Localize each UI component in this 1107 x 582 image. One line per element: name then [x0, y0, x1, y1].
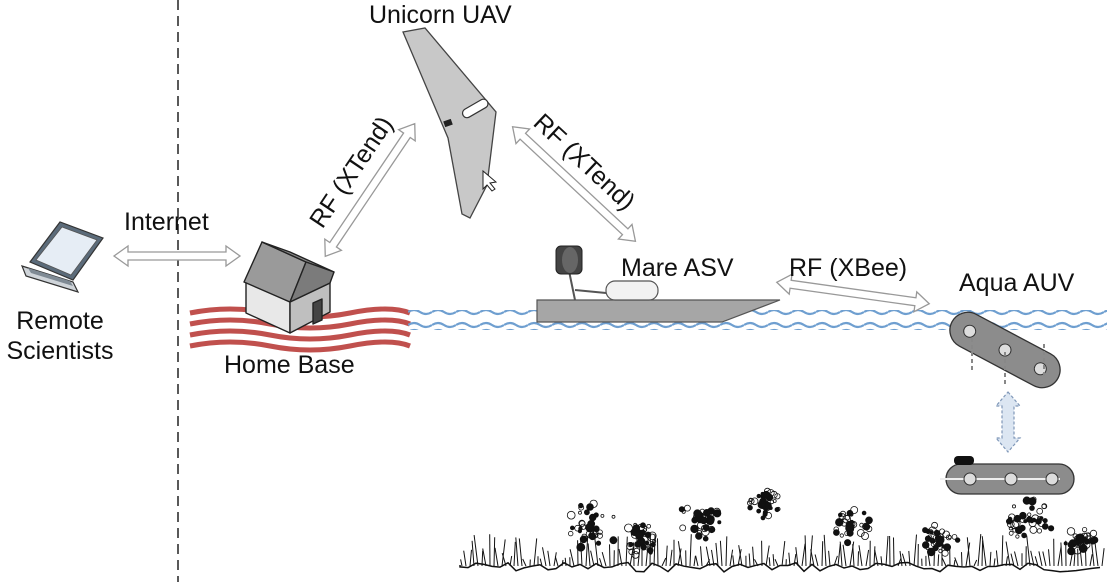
unicorn-uav-label: Unicorn UAV	[369, 1, 512, 29]
laptop-icon	[20, 221, 104, 293]
water-surface	[408, 310, 1107, 330]
underwater-robot-icon	[949, 311, 1061, 389]
remote-scientists-label: Remote Scientists	[6, 306, 114, 366]
seafloor-reef	[459, 487, 1105, 573]
internet-label: Internet	[124, 208, 209, 236]
remote-scientists-line1: Remote	[16, 307, 104, 335]
dive-link-arrow	[994, 391, 1022, 453]
rf-xtend-left-arrow	[324, 122, 416, 258]
house-icon	[243, 241, 335, 334]
diving-robot-icon	[940, 456, 1075, 495]
rf-xbee-link-arrow	[775, 273, 931, 313]
flying-wing-uav-icon	[402, 27, 498, 219]
mare-asv-label: Mare ASV	[621, 254, 734, 282]
surface-vessel-icon	[536, 245, 781, 323]
rf-xbee-label: RF (XBee)	[789, 254, 908, 282]
remote-scientists-line2: Scientists	[6, 337, 114, 365]
internet-link-arrow	[112, 244, 242, 268]
aqua-auv-label: Aqua AUV	[959, 269, 1075, 297]
rf-xtend-right-arrow	[511, 125, 637, 243]
home-base-label: Home Base	[224, 351, 355, 379]
